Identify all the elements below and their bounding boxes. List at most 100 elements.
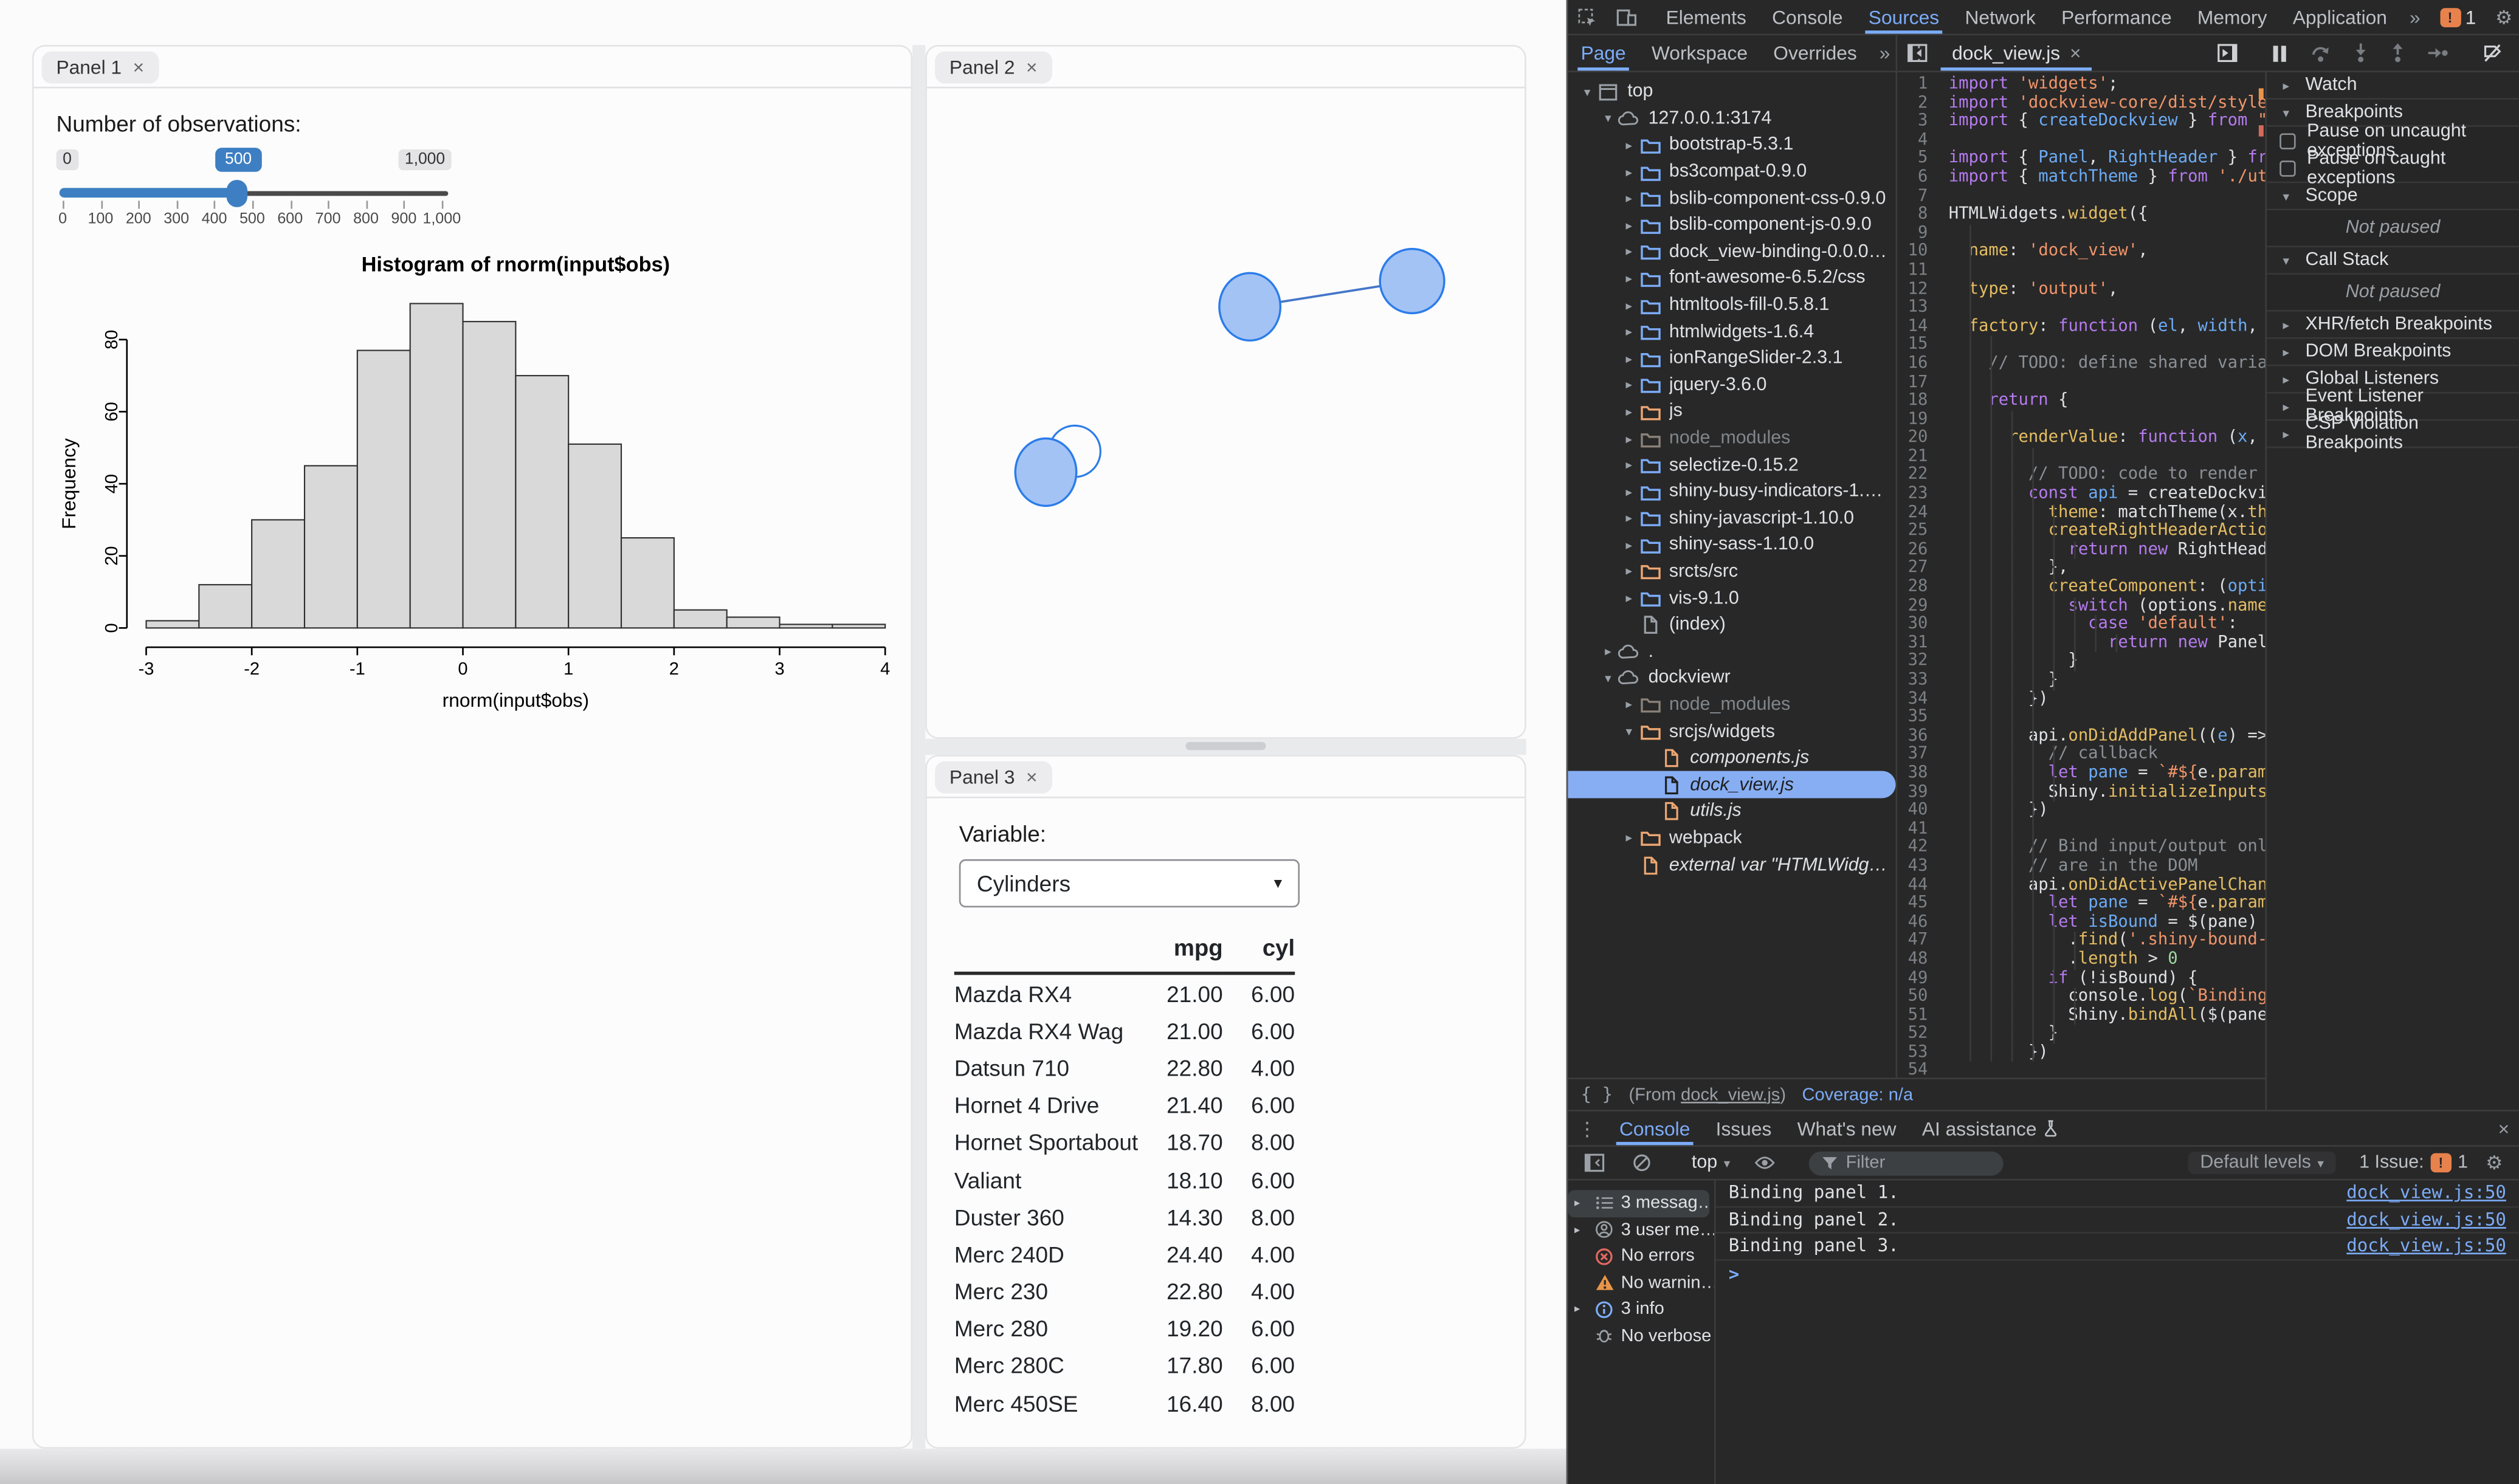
sash-handle[interactable] — [1185, 742, 1266, 751]
console-prompt[interactable]: > — [1728, 1263, 1740, 1285]
line-number[interactable]: 12 — [1907, 278, 1928, 298]
console-tab-console[interactable]: Console — [1607, 1111, 1703, 1146]
tab-elements[interactable]: Elements — [1666, 5, 1746, 29]
console-filter-user[interactable]: ▸ 3 user me… — [1574, 1220, 1714, 1240]
hide-navigator-icon[interactable] — [1897, 35, 1937, 70]
tab-panel-2[interactable]: Panel 2 × — [935, 50, 1052, 83]
section-csp-violation-breakpoints[interactable]: ▸ CSP Violation Breakpoints — [2267, 414, 2519, 453]
tree-item-htmlwidgets-1-6-4[interactable]: ▸ htmlwidgets-1.6.4 — [1625, 322, 1814, 342]
line-number[interactable]: 48 — [1907, 949, 1928, 969]
line-number[interactable]: 3 — [1918, 111, 1928, 131]
console-tab-issues[interactable]: Issues — [1715, 1117, 1772, 1140]
section-xhr-fetch-breakpoints[interactable]: ▸ XHR/fetch Breakpoints — [2267, 312, 2519, 339]
close-icon[interactable]: × — [1026, 55, 1038, 78]
line-number[interactable]: 10 — [1907, 241, 1928, 261]
nav-more-tabs-icon[interactable]: » — [1879, 41, 1890, 64]
deactivate-breakpoints-icon[interactable] — [2472, 43, 2512, 63]
tab-panel-1[interactable]: Panel 1 × — [41, 50, 159, 83]
tab-panel-3[interactable]: Panel 3 × — [935, 760, 1052, 793]
line-number[interactable]: 23 — [1907, 483, 1928, 503]
line-number[interactable]: 7 — [1918, 185, 1928, 205]
tree-item-bs3compat-0-9-0[interactable]: ▸ bs3compat-0.9.0 — [1625, 162, 1807, 182]
line-number[interactable]: 42 — [1907, 837, 1928, 857]
section-event-listener-breakpoints[interactable]: ▸ Event Listener Breakpoints — [2267, 387, 2519, 425]
tree-item-srcts-src[interactable]: ▸ srcts/src — [1625, 562, 1738, 582]
gear-icon[interactable]: ⚙ — [2495, 5, 2513, 29]
line-number[interactable]: 40 — [1907, 800, 1928, 820]
tree-item-webpack[interactable]: ▸ webpack — [1625, 828, 1742, 848]
tree-item-external-var-htmlwidgets-[interactable]: external var "HTMLWidgets" — [1568, 851, 1895, 878]
line-number[interactable]: 41 — [1907, 819, 1928, 838]
line-number[interactable]: 20 — [1907, 427, 1928, 447]
clear-console-icon[interactable] — [1622, 1153, 1661, 1173]
step-into-icon[interactable] — [2344, 43, 2378, 63]
tab-performance[interactable]: Performance — [2061, 5, 2172, 29]
line-number[interactable]: 29 — [1907, 595, 1928, 615]
source-link[interactable]: dock_view.js — [1681, 1085, 1780, 1104]
tree-item-dock-view-js[interactable]: dock_view.js — [1568, 771, 1896, 799]
tree-item-shiny-javascript-1-10-0[interactable]: ▸ shiny-javascript-1.10.0 — [1625, 509, 1855, 528]
line-number[interactable]: 54 — [1907, 1060, 1928, 1078]
nav-tab-workspace[interactable]: Workspace — [1651, 41, 1748, 64]
line-number[interactable]: 24 — [1907, 502, 1928, 522]
line-number[interactable]: 36 — [1907, 725, 1928, 745]
tab-sources[interactable]: Sources — [1856, 0, 1952, 34]
line-number[interactable]: 26 — [1907, 539, 1928, 559]
close-icon[interactable]: × — [133, 55, 145, 78]
step-over-icon[interactable] — [2301, 44, 2341, 62]
line-number[interactable]: 43 — [1907, 856, 1928, 876]
section-scope[interactable]: ▾ Scope — [2267, 183, 2519, 211]
line-number[interactable]: 50 — [1907, 986, 1928, 1006]
tree-item-shiny-sass-1-10-0[interactable]: ▸ shiny-sass-1.10.0 — [1625, 535, 1814, 555]
line-number[interactable]: 6 — [1918, 167, 1928, 187]
tree-item-bslib-component-css-0-9-0[interactable]: ▸ bslib-component-css-0.9.0 — [1625, 188, 1886, 208]
tree-item-dock-view-binding-0-0-0-9000[interactable]: ▸dock_view-binding-0.0.0.9000 — [1625, 242, 1889, 262]
console-tab-what-s-new[interactable]: What's new — [1797, 1117, 1897, 1140]
tree-item--[interactable]: ▸. — [1605, 642, 1654, 662]
line-number[interactable]: 52 — [1907, 1023, 1928, 1043]
tree-item-top[interactable]: ▾ top — [1583, 82, 1653, 102]
tree-item-selectize-0-15-2[interactable]: ▸ selectize-0.15.2 — [1625, 455, 1799, 475]
tab-memory[interactable]: Memory — [2197, 5, 2267, 29]
line-number[interactable]: 15 — [1907, 334, 1928, 354]
console-filter-info[interactable]: ▸ 3 info — [1574, 1299, 1664, 1319]
drawer-menu-icon[interactable]: ⋮ — [1577, 1117, 1597, 1140]
tree-item-vis-9-1-0[interactable]: ▸ vis-9.1.0 — [1625, 588, 1739, 608]
line-number[interactable]: 47 — [1907, 930, 1928, 950]
line-number[interactable]: 18 — [1907, 390, 1928, 410]
toggle-debugger-sidebar-icon[interactable] — [2207, 43, 2247, 63]
line-number[interactable]: 49 — [1907, 967, 1928, 988]
line-number[interactable]: 45 — [1907, 893, 1928, 913]
pretty-print-icon[interactable]: { } — [1580, 1084, 1613, 1105]
device-toolbar-icon[interactable] — [1607, 0, 1647, 34]
inspect-icon[interactable] — [1568, 0, 1606, 34]
line-number[interactable]: 38 — [1907, 763, 1928, 782]
line-number[interactable]: 44 — [1907, 874, 1928, 894]
tree-item-127-0-0-1-3174[interactable]: ▾ 127.0.0.1:3174 — [1605, 109, 1772, 129]
line-number[interactable]: 14 — [1907, 315, 1928, 335]
issues-counter[interactable]: 1 Issue: ! 1 — [2359, 1153, 2469, 1173]
console-filter-error[interactable]: No errors — [1568, 1243, 1714, 1270]
line-number[interactable]: 39 — [1907, 781, 1928, 801]
network-graph[interactable] — [927, 88, 1525, 738]
line-number[interactable]: 33 — [1907, 670, 1928, 689]
line-number[interactable]: 9 — [1918, 222, 1928, 242]
message-source-link[interactable]: dock_view.js:50 — [2346, 1209, 2506, 1230]
tree-item--index-[interactable]: (index) — [1568, 612, 1895, 639]
coverage-status[interactable]: Coverage: n/a — [1802, 1085, 1914, 1104]
dock-sash-vertical[interactable] — [912, 45, 926, 1449]
message-source-link[interactable]: dock_view.js:50 — [2346, 1182, 2506, 1204]
line-number[interactable]: 13 — [1907, 297, 1928, 317]
line-number[interactable]: 11 — [1907, 259, 1928, 280]
step-out-icon[interactable] — [2381, 43, 2415, 63]
tree-item-dockviewr[interactable]: ▾ dockviewr — [1605, 668, 1731, 689]
slider-handle[interactable] — [226, 180, 247, 207]
slider-track[interactable] — [59, 191, 449, 196]
log-levels-dropdown[interactable]: Default levels ▾ — [2188, 1151, 2335, 1174]
tree-item-ionrangeslider-2-3-1[interactable]: ▸ ionRangeSlider-2.3.1 — [1625, 349, 1843, 368]
close-icon[interactable]: × — [2069, 41, 2081, 64]
section-call-stack[interactable]: ▾ Call Stack — [2267, 247, 2519, 275]
message-source-link[interactable]: dock_view.js:50 — [2346, 1235, 2506, 1257]
line-number[interactable]: 17 — [1907, 371, 1928, 391]
tab-network[interactable]: Network — [1965, 5, 2036, 29]
